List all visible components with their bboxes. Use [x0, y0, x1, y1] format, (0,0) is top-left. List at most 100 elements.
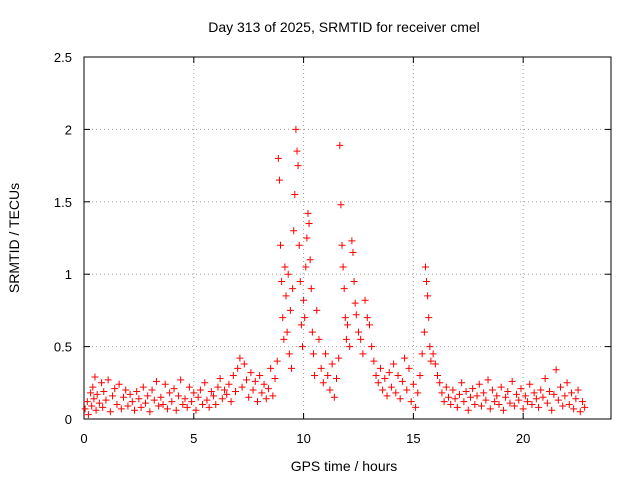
data-point	[473, 392, 481, 400]
data-point	[303, 234, 311, 242]
data-point	[183, 403, 191, 411]
data-point	[311, 372, 319, 380]
data-points	[81, 125, 589, 419]
data-point	[550, 390, 558, 398]
data-point	[425, 314, 433, 322]
data-point	[405, 364, 413, 372]
data-point	[537, 386, 545, 394]
data-point	[205, 403, 213, 411]
y-tick-label: 2	[65, 122, 72, 137]
data-point	[240, 360, 248, 368]
data-point	[126, 390, 134, 398]
data-point	[548, 406, 556, 414]
data-point	[278, 277, 286, 285]
data-point	[225, 380, 233, 388]
data-point	[308, 328, 316, 336]
data-point	[294, 162, 302, 170]
data-point	[218, 395, 226, 403]
data-point	[436, 379, 444, 387]
data-point	[517, 385, 525, 393]
data-point	[484, 376, 492, 384]
data-point	[499, 406, 507, 414]
data-point	[449, 386, 457, 394]
data-point	[526, 380, 534, 388]
data-point	[196, 386, 204, 394]
data-point	[214, 383, 222, 391]
data-point	[424, 292, 432, 300]
data-point	[131, 406, 139, 414]
data-point	[363, 314, 371, 322]
data-point	[93, 390, 101, 398]
data-point	[277, 241, 285, 249]
data-point	[283, 328, 291, 336]
data-point	[418, 350, 426, 358]
data-point	[365, 321, 373, 329]
data-point	[339, 263, 347, 271]
data-point	[344, 321, 351, 329]
data-point	[475, 380, 483, 388]
y-axis-ticks: 0 0.5 1 1.5 2 2.5	[54, 50, 611, 427]
data-point	[285, 350, 293, 358]
data-point	[403, 386, 411, 394]
data-point	[328, 360, 336, 368]
data-point	[291, 191, 299, 199]
data-point	[521, 392, 529, 400]
data-point	[87, 389, 95, 397]
data-point	[141, 399, 149, 407]
data-point	[139, 383, 147, 391]
data-point	[376, 364, 384, 372]
data-point	[342, 335, 350, 343]
data-point	[249, 386, 257, 394]
data-point	[117, 405, 125, 413]
data-point	[357, 335, 365, 343]
data-point	[290, 227, 298, 235]
data-point	[565, 401, 573, 409]
data-point	[412, 403, 420, 411]
data-point	[199, 401, 207, 409]
data-point	[354, 328, 362, 336]
data-point	[298, 343, 306, 351]
x-tick-label: 15	[406, 431, 420, 446]
data-point	[539, 393, 547, 401]
data-point	[304, 209, 312, 217]
data-point	[458, 379, 466, 387]
data-point	[106, 408, 114, 416]
data-point	[532, 395, 540, 403]
data-point	[486, 405, 494, 413]
chart-title: Day 313 of 2025, SRMTID for receiver cme…	[208, 19, 480, 35]
y-tick-label: 0.5	[54, 340, 72, 355]
data-point	[133, 387, 141, 395]
data-point	[188, 398, 196, 406]
data-point	[253, 398, 261, 406]
data-point	[207, 387, 215, 395]
data-point	[264, 385, 272, 393]
x-axis-ticks: 0 5 10 15 20	[80, 57, 530, 446]
data-point	[319, 379, 327, 387]
data-point	[273, 357, 281, 365]
y-tick-label: 1	[65, 267, 72, 282]
data-point	[513, 390, 521, 398]
data-point	[155, 402, 163, 410]
data-point	[128, 398, 136, 406]
data-point	[229, 372, 237, 380]
data-point	[280, 335, 288, 343]
data-point	[279, 314, 287, 322]
data-point	[90, 395, 98, 403]
x-axis-label: GPS time / hours	[291, 458, 398, 474]
data-point	[212, 401, 220, 409]
data-point	[256, 372, 264, 380]
data-point	[104, 376, 112, 384]
data-point	[177, 376, 185, 384]
data-point	[260, 380, 268, 388]
data-point	[113, 401, 121, 409]
data-point	[431, 360, 439, 368]
data-point	[368, 343, 376, 351]
data-point	[223, 390, 231, 398]
data-point	[535, 403, 543, 411]
data-point	[336, 141, 344, 149]
data-point	[387, 383, 395, 391]
data-point	[447, 401, 455, 409]
data-point	[99, 403, 107, 411]
plot-area-border	[83, 56, 612, 420]
data-point	[559, 402, 567, 410]
